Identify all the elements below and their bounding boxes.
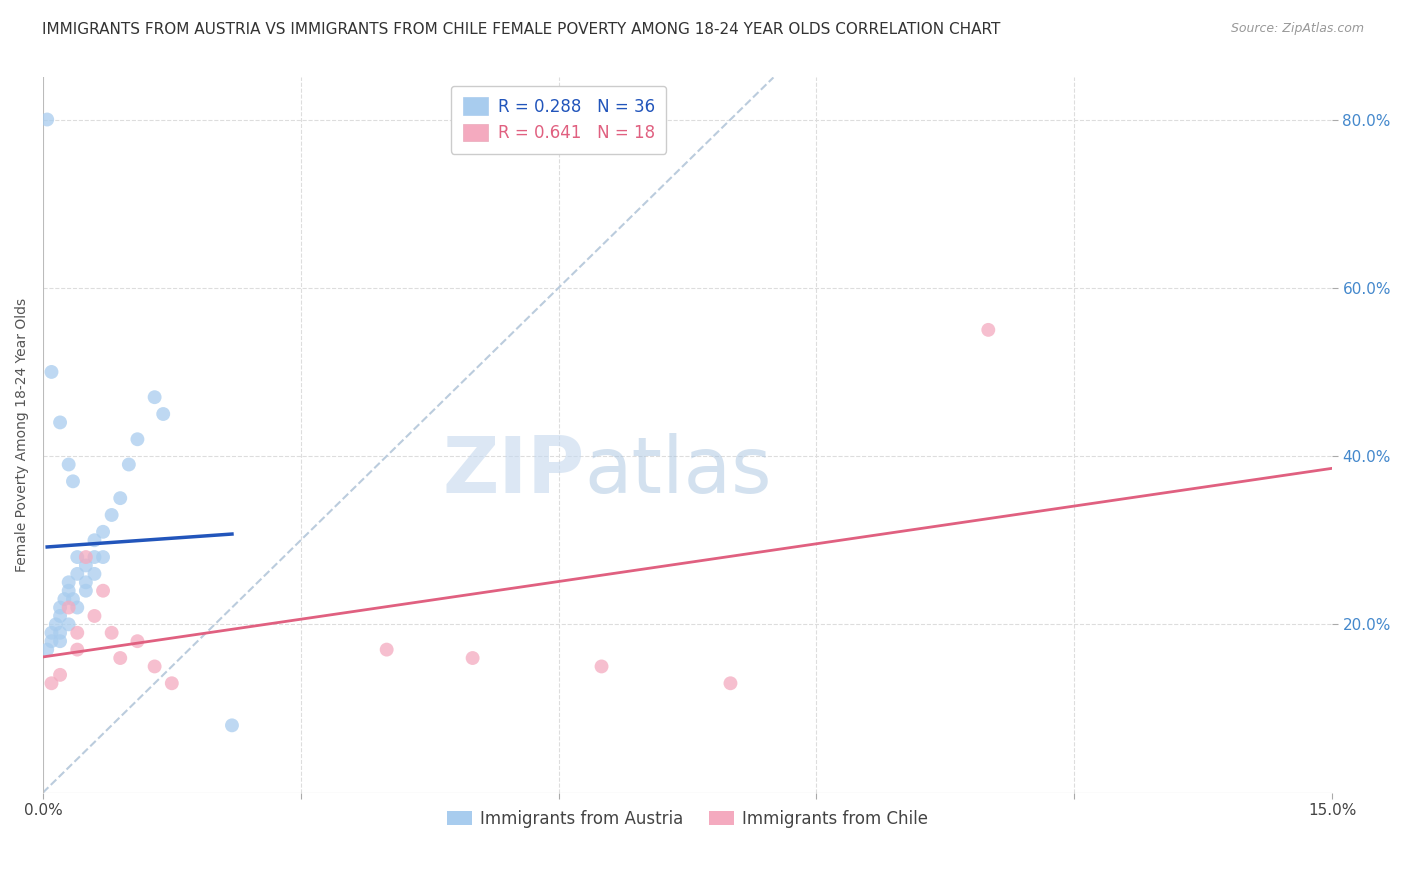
Point [45, 617, 67, 632]
Point [91, 550, 114, 565]
Point [720, 676, 742, 690]
Point [110, 651, 132, 665]
Point [83, 533, 105, 548]
Point [41, 365, 63, 379]
Point [58, 583, 80, 598]
Point [83, 566, 105, 581]
Point [41, 634, 63, 648]
Point [75, 550, 97, 565]
Point [49, 625, 72, 640]
Point [91, 524, 114, 539]
Point [127, 634, 149, 648]
Point [100, 508, 122, 522]
Point [143, 659, 166, 673]
Text: Source: ZipAtlas.com: Source: ZipAtlas.com [1230, 22, 1364, 36]
Point [37, 642, 59, 657]
Point [83, 609, 105, 624]
Point [37, 112, 59, 127]
Point [100, 625, 122, 640]
Point [66, 566, 89, 581]
Point [75, 583, 97, 598]
Point [152, 407, 174, 421]
Point [53, 592, 76, 607]
Point [49, 416, 72, 430]
Point [41, 676, 63, 690]
Point [143, 390, 166, 404]
Point [58, 617, 80, 632]
Point [66, 550, 89, 565]
Point [375, 642, 398, 657]
Point [221, 718, 243, 732]
Point [118, 458, 141, 472]
Point [49, 600, 72, 615]
Point [75, 558, 97, 573]
Point [62, 592, 84, 607]
Point [66, 625, 89, 640]
Point [160, 676, 183, 690]
Point [66, 600, 89, 615]
Point [41, 625, 63, 640]
Point [461, 651, 484, 665]
Text: atlas: atlas [585, 433, 772, 508]
Point [58, 575, 80, 590]
Legend: Immigrants from Austria, Immigrants from Chile: Immigrants from Austria, Immigrants from… [440, 803, 935, 834]
Point [49, 609, 72, 624]
Point [49, 668, 72, 682]
Point [110, 491, 132, 505]
Point [591, 659, 613, 673]
Point [49, 634, 72, 648]
Point [58, 600, 80, 615]
Point [977, 323, 1000, 337]
Point [75, 575, 97, 590]
Point [58, 458, 80, 472]
Text: ZIP: ZIP [441, 433, 585, 508]
Point [62, 475, 84, 489]
Y-axis label: Female Poverty Among 18-24 Year Olds: Female Poverty Among 18-24 Year Olds [15, 298, 30, 572]
Point [66, 642, 89, 657]
Point [91, 583, 114, 598]
Point [127, 432, 149, 446]
Point [83, 550, 105, 565]
Text: IMMIGRANTS FROM AUSTRIA VS IMMIGRANTS FROM CHILE FEMALE POVERTY AMONG 18-24 YEAR: IMMIGRANTS FROM AUSTRIA VS IMMIGRANTS FR… [42, 22, 1001, 37]
